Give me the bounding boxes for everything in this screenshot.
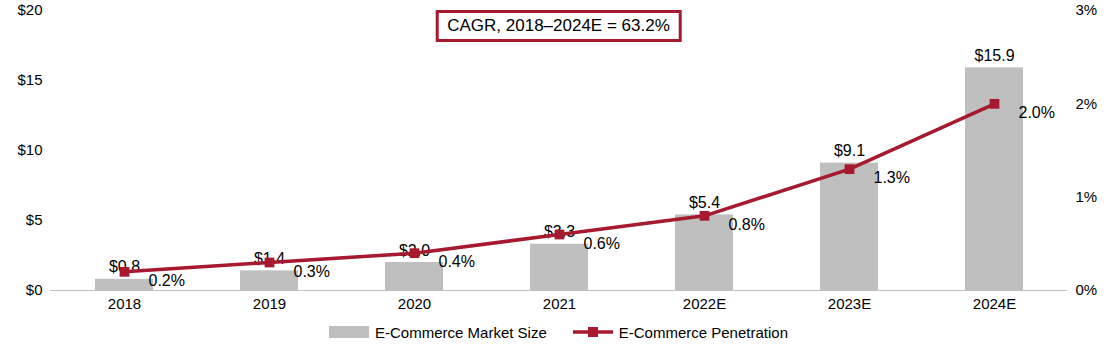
svg-text:2.0%: 2.0% xyxy=(1019,104,1055,121)
html-text:CAGR, 2018–2024E = 63.2%: CAGR, 2018–2024E = 63.2% xyxy=(447,16,670,35)
svg-text:3%: 3% xyxy=(1076,1,1098,18)
svg-text:$1.4: $1.4 xyxy=(253,250,286,267)
svg-text:$0.8: $0.8 xyxy=(108,258,141,276)
html-text:E-Commerce Market Size: E-Commerce Market Size xyxy=(375,323,547,341)
svg-text:2023E: 2023E xyxy=(828,295,871,312)
svg-text:$0: $0 xyxy=(26,281,43,298)
svg-text:$9.1: $9.1 xyxy=(834,142,865,159)
svg-text:$3.3: $3.3 xyxy=(543,223,576,241)
svg-text:0%: 0% xyxy=(1076,281,1098,298)
svg-text:2018: 2018 xyxy=(108,295,141,312)
svg-text:0.2%: 0.2% xyxy=(149,272,185,289)
svg-text:2019: 2019 xyxy=(253,295,286,312)
svg-text:1%: 1% xyxy=(1076,188,1098,205)
svg-text:$5: $5 xyxy=(26,211,43,228)
html-text:E-Commerce Penetration: E-Commerce Penetration xyxy=(618,323,788,341)
svg-text:$20: $20 xyxy=(17,1,42,18)
svg-text:2022E: 2022E xyxy=(683,295,726,312)
svg-text:$2.0: $2.0 xyxy=(398,241,431,259)
svg-text:$10: $10 xyxy=(17,141,42,158)
svg-text:0.8%: 0.8% xyxy=(729,216,765,233)
svg-text:0.4%: 0.4% xyxy=(439,253,475,270)
svg-text:0.3%: 0.3% xyxy=(294,263,330,280)
svg-text:1.3%: 1.3% xyxy=(874,169,910,186)
svg-text:$5.4: $5.4 xyxy=(689,194,720,211)
svg-text:0.6%: 0.6% xyxy=(584,235,620,252)
svg-text:2024E: 2024E xyxy=(973,295,1016,312)
svg-text:$15.9: $15.9 xyxy=(974,47,1014,64)
svg-text:2%: 2% xyxy=(1076,95,1098,112)
svg-text:2020: 2020 xyxy=(398,295,431,312)
svg-text:2021: 2021 xyxy=(543,295,576,312)
svg-text:$15: $15 xyxy=(17,71,42,88)
